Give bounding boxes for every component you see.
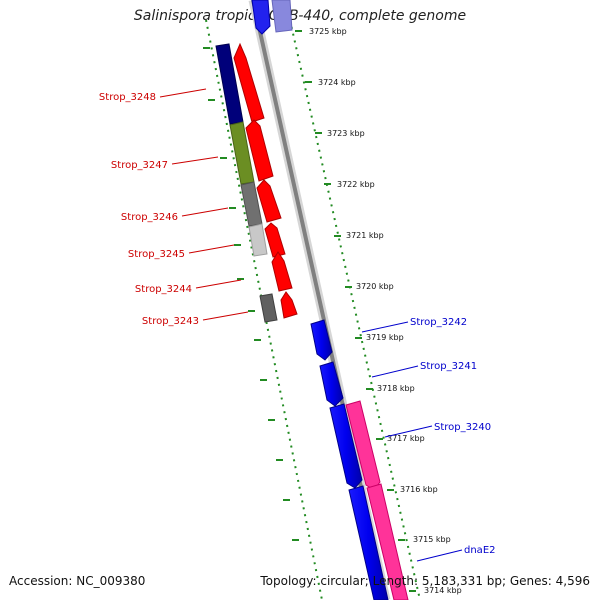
gene-strop-3244[interactable]	[271, 251, 293, 292]
gene-strop-3248[interactable]	[233, 42, 265, 123]
map-title: Salinispora tropica CNB-440, complete ge…	[133, 8, 467, 24]
tick-3721: 3721 kbp	[346, 231, 384, 240]
right-gene-labels: Strop_3242 Strop_3241 Strop_3240 dnaE2	[361, 317, 496, 562]
tick-3717: 3717 kbp	[387, 434, 425, 443]
label-strop-3243[interactable]: Strop_3243	[142, 316, 199, 327]
tick-3720: 3720 kbp	[356, 282, 394, 291]
gene-strop-3246[interactable]	[256, 179, 282, 223]
label-strop-3242[interactable]: Strop_3242	[410, 317, 467, 328]
left-gene-blocks	[215, 43, 278, 323]
pink-gene-2[interactable]	[366, 483, 409, 600]
tick-3716: 3716 kbp	[400, 485, 438, 494]
tick-3725: 3725 kbp	[309, 27, 347, 36]
label-strop-3245[interactable]: Strop_3245	[128, 249, 185, 260]
tick-3715: 3715 kbp	[413, 535, 451, 544]
tick-3719: 3719 kbp	[366, 333, 404, 342]
right-dotted-track	[289, 19, 421, 600]
label-strop-3244[interactable]: Strop_3244	[135, 284, 192, 295]
gene-strop-3241[interactable]	[319, 361, 344, 407]
top-partial-genes	[251, 0, 293, 35]
gene-strop-3245[interactable]	[264, 222, 286, 258]
tick-3724: 3724 kbp	[318, 78, 356, 87]
block-strop-3245[interactable]	[248, 223, 268, 257]
block-strop-3243[interactable]	[259, 293, 278, 323]
accession-text: Accession: NC_009380	[9, 574, 146, 588]
tick-3718: 3718 kbp	[377, 384, 415, 393]
label-strop-3240[interactable]: Strop_3240	[434, 422, 491, 433]
label-strop-3246[interactable]: Strop_3246	[121, 212, 178, 223]
gene-dnae2[interactable]	[348, 485, 389, 600]
gene-strop-3247[interactable]	[245, 119, 274, 182]
gene-strop-3242[interactable]	[310, 319, 333, 361]
label-strop-3248[interactable]: Strop_3248	[99, 92, 156, 103]
tick-3722: 3722 kbp	[337, 180, 375, 189]
tick-3714: 3714 kbp	[424, 586, 462, 595]
tick-3723: 3723 kbp	[327, 129, 365, 138]
gene-strop-3240[interactable]	[329, 403, 363, 489]
left-track-ticks	[203, 47, 299, 541]
label-dnae2[interactable]: dnaE2	[464, 545, 496, 556]
genome-summary-text: Topology: circular; Length: 5,183,331 bp…	[260, 574, 590, 588]
label-strop-3241[interactable]: Strop_3241	[420, 361, 477, 372]
label-strop-3247[interactable]: Strop_3247	[111, 160, 168, 171]
right-track-ticks	[295, 30, 416, 592]
gene-strop-3243[interactable]	[280, 291, 298, 319]
pink-gene-track	[345, 400, 409, 600]
left-gene-labels: Strop_3248 Strop_3247 Strop_3246 Strop_3…	[99, 88, 249, 327]
blue-gene-track	[310, 319, 389, 600]
red-gene-track	[233, 42, 298, 319]
kbp-labels: 3725 kbp 3724 kbp 3723 kbp 3722 kbp 3721…	[309, 27, 462, 595]
